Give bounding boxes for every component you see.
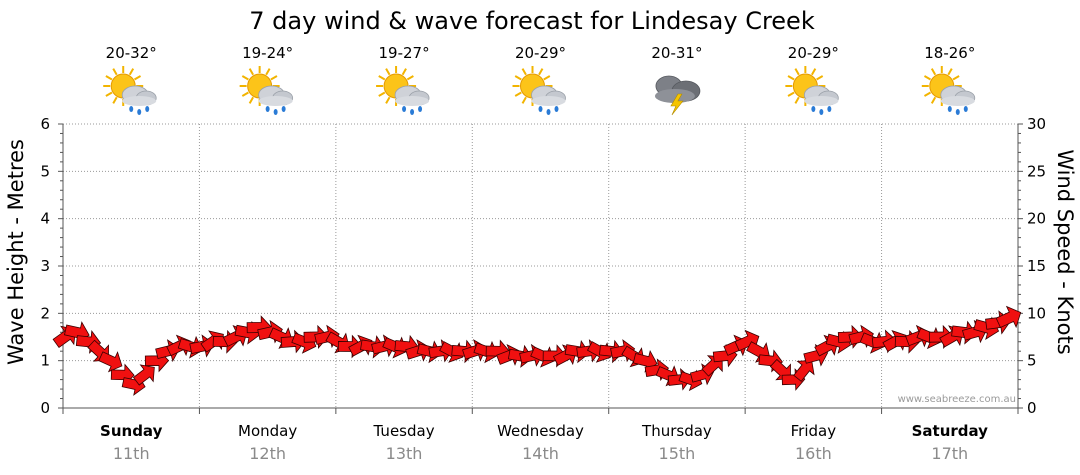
chart-title: 7 day wind & wave forecast for Lindesay … (249, 7, 815, 35)
x-day-date: 17th (931, 444, 968, 463)
day-temp: 20-31° (651, 44, 702, 62)
y-axis-right-label: Wind Speed - Knots (1053, 149, 1077, 354)
x-day-date: 16th (795, 444, 832, 463)
day-temp: 18-26° (924, 44, 975, 62)
y-tick-label-right: 0 (1027, 399, 1037, 417)
wind-arrow (132, 364, 155, 386)
x-day-name: Monday (238, 422, 297, 440)
x-day-date: 15th (659, 444, 696, 463)
x-day-name: Saturday (912, 422, 989, 440)
wind-arrows (52, 305, 1022, 396)
sun-cloud-rain-icon (785, 66, 839, 115)
x-day-date: 12th (249, 444, 286, 463)
x-day-date: 14th (522, 444, 559, 463)
axes: 0 1 2 3 4 5 6 0 5 10 15 20 25 30 (40, 115, 1046, 417)
y-tick-label-left: 3 (40, 257, 50, 275)
y-tick-label-right: 30 (1027, 115, 1046, 133)
x-day-name: Tuesday (373, 422, 435, 440)
y-tick-label-right: 25 (1027, 162, 1046, 180)
x-day-date: 11th (113, 444, 150, 463)
y-tick-label-right: 5 (1027, 352, 1037, 370)
y-tick-label-left: 6 (40, 115, 50, 133)
y-tick-label-right: 15 (1027, 257, 1046, 275)
y-axis-left-label: Wave Height - Metres (4, 139, 28, 365)
wind-arrow (793, 359, 815, 382)
storm-cloud-icon (654, 75, 701, 116)
x-day-date: 13th (386, 444, 423, 463)
day-temp: 20-29° (788, 44, 839, 62)
y-tick-label-right: 10 (1027, 304, 1046, 322)
sun-cloud-rain-icon (376, 66, 430, 115)
day-headers: 20-32° 19-24° 19-27° 20-29° 20-31° 20-29° 18-2… (103, 44, 976, 116)
x-day-name: Sunday (100, 422, 163, 440)
x-axis-labels: Sunday 11th Monday 12th Tuesday 13th Wednesday… (100, 422, 988, 463)
sun-cloud-rain-icon (921, 66, 976, 115)
x-day-name: Wednesday (497, 422, 584, 440)
sun-cloud-rain-icon (512, 66, 566, 115)
wind-arrow (995, 305, 1022, 329)
day-temp: 19-27° (379, 44, 430, 62)
y-tick-label-left: 1 (40, 352, 50, 370)
day-temp: 20-29° (515, 44, 566, 62)
y-tick-label-left: 4 (40, 210, 50, 228)
y-tick-label-right: 20 (1027, 210, 1046, 228)
x-day-name: Friday (791, 422, 837, 440)
day-temp: 19-24° (242, 44, 293, 62)
gridlines (63, 123, 1018, 408)
y-tick-label-left: 5 (40, 162, 50, 180)
wind-arrow (98, 351, 123, 373)
y-tick-label-left: 2 (40, 304, 50, 322)
y-tick-label-left: 0 (40, 399, 50, 417)
watermark: www.seabreeze.com.au (898, 394, 1016, 405)
x-day-name: Thursday (641, 422, 712, 440)
day-temp: 20-32° (106, 44, 157, 62)
sun-cloud-rain-icon (103, 66, 157, 115)
sun-cloud-rain-icon (239, 66, 294, 115)
